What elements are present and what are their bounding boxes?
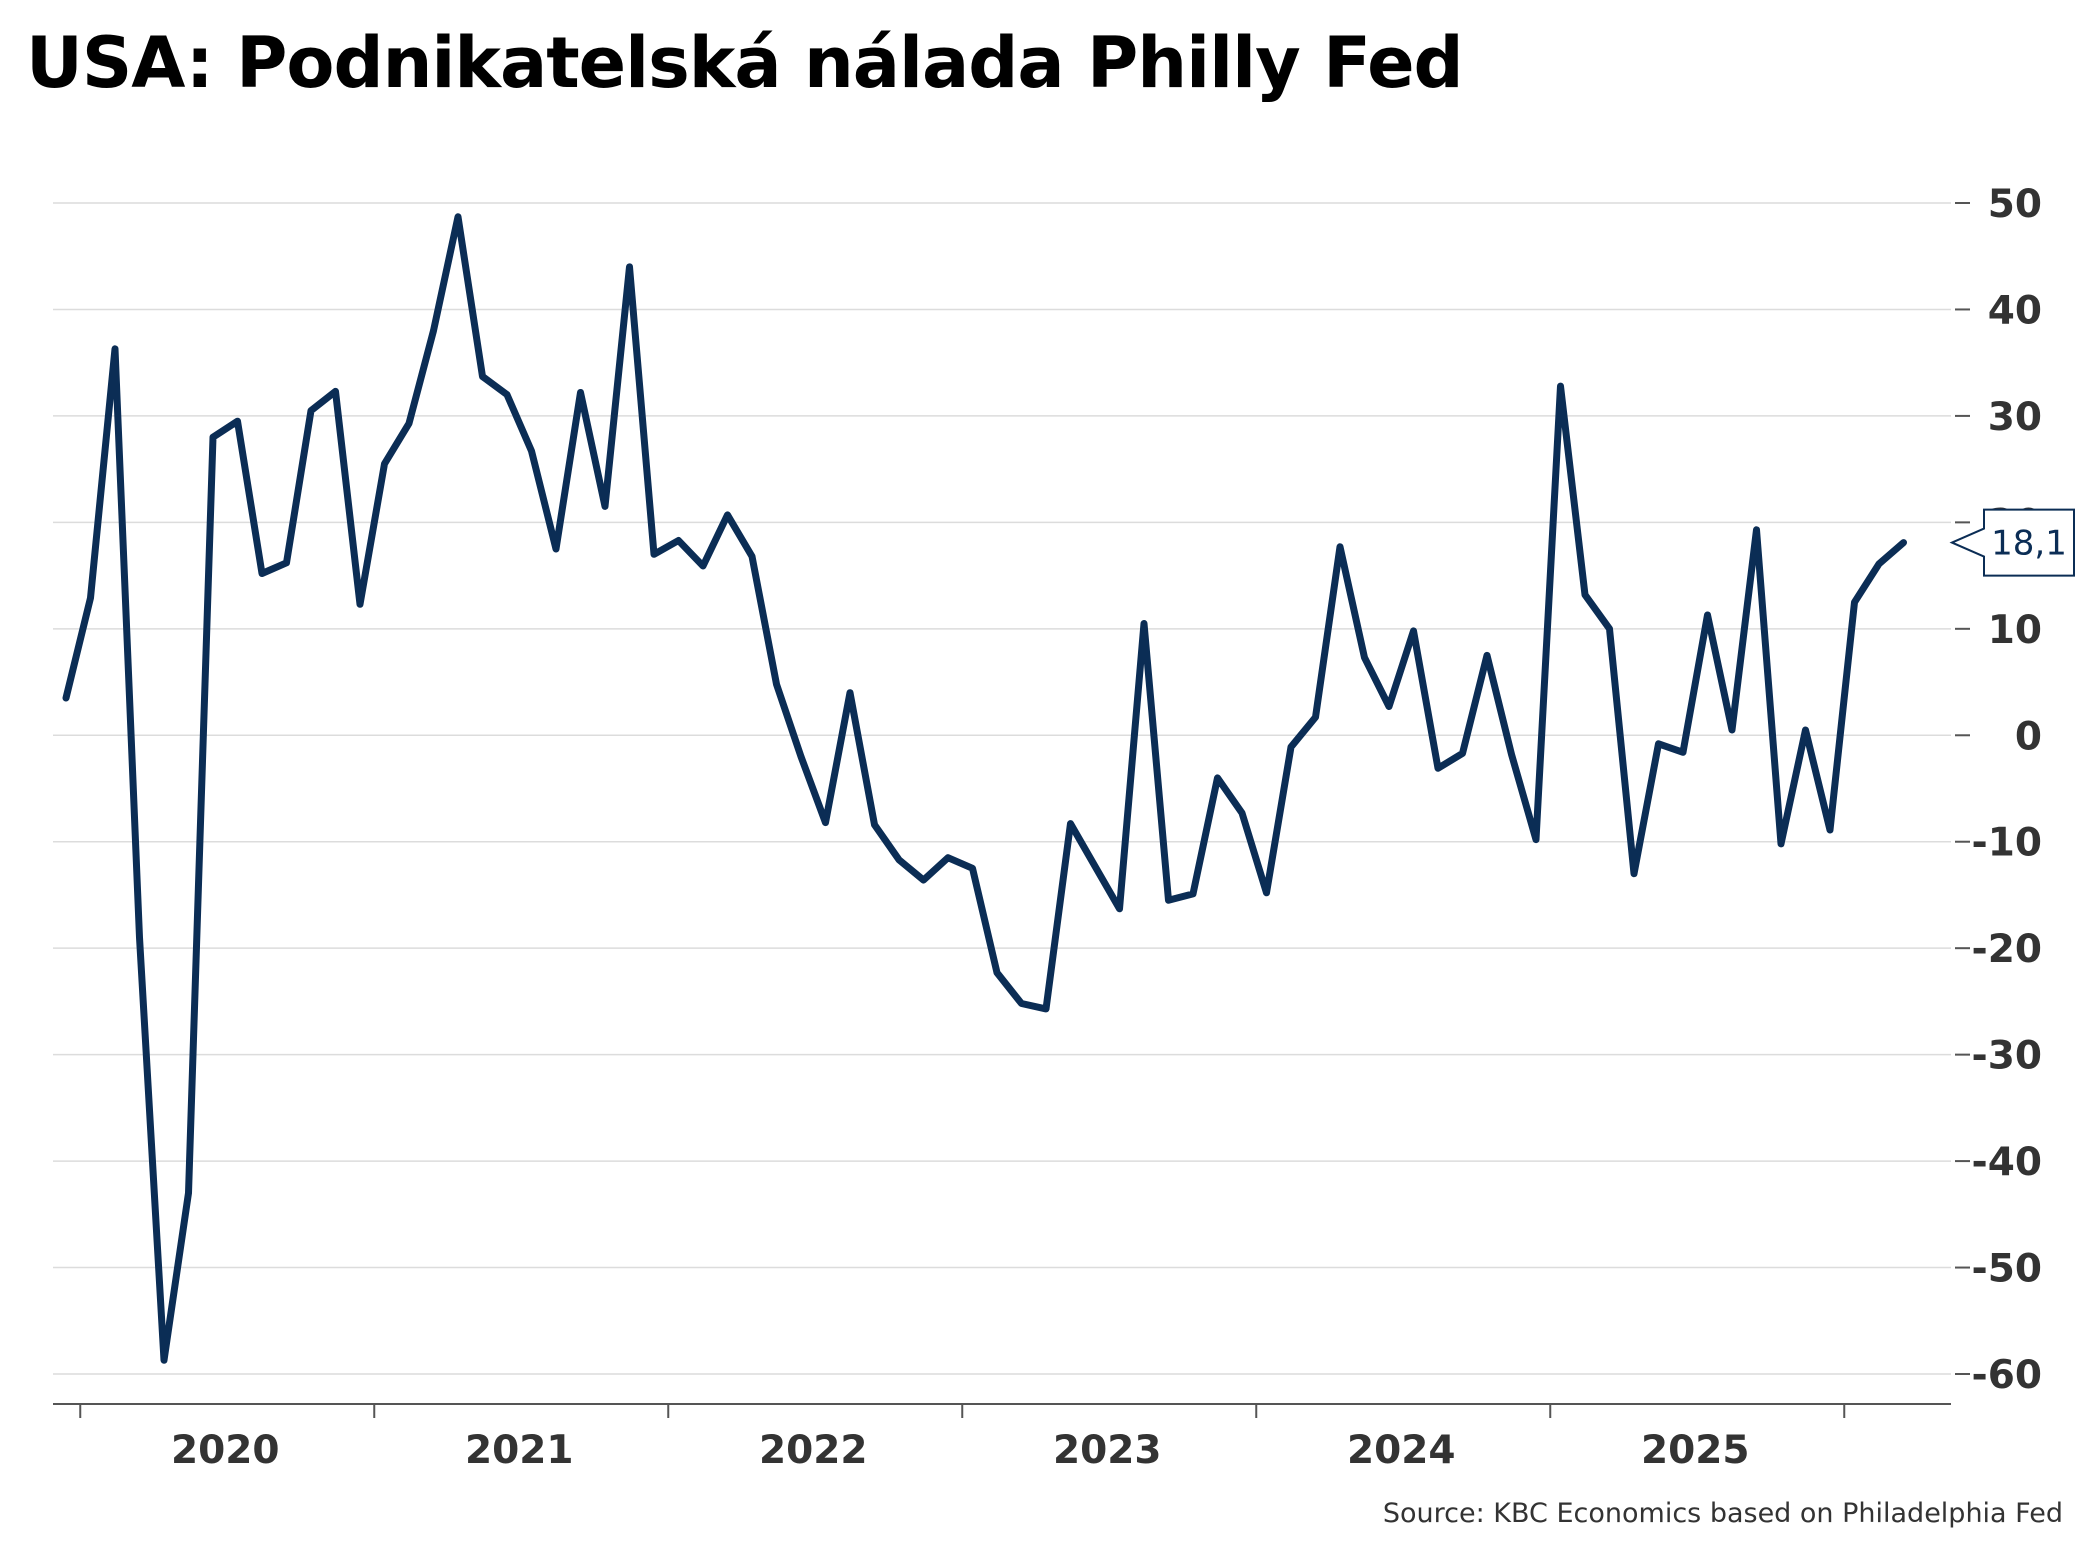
y-tick-label: 50 — [1988, 182, 2042, 227]
y-tick-label: 40 — [1988, 288, 2042, 333]
y-tick-label: 30 — [1988, 395, 2042, 440]
y-axis-labels: 50403020100-10-20-30-40-50-60 — [1972, 182, 2042, 1398]
x-tick-label: 2022 — [759, 1428, 868, 1473]
y-tick-label: -40 — [1972, 1140, 2042, 1185]
x-tick-label: 2021 — [465, 1428, 574, 1473]
callout-box — [1949, 508, 2075, 577]
y-tick-label: -30 — [1972, 1034, 2042, 1079]
y-tick-label: -60 — [1972, 1353, 2042, 1398]
series — [62, 213, 1907, 1364]
y-tick-label: -50 — [1972, 1247, 2042, 1292]
y-tick-label: 0 — [2015, 714, 2042, 759]
source-note: Source: KBC Economics based on Philadelp… — [1382, 1498, 2063, 1529]
series-line — [62, 213, 1907, 1364]
y-tick-label: 10 — [1988, 608, 2042, 653]
x-tick-label: 2023 — [1053, 1428, 1162, 1473]
x-tick-label: 2025 — [1641, 1428, 1750, 1473]
last-value-callout: 18,1 — [1949, 508, 2075, 577]
grid-lines — [53, 202, 1951, 1375]
y-tick-label: -20 — [1972, 927, 2042, 972]
x-axis-labels: 2020 2021 2022 2023 2024 2025 — [171, 1428, 1750, 1473]
chart-title: USA: Podnikatelská nálada Philly Fed — [26, 22, 1464, 104]
x-tick-label: 2020 — [171, 1428, 280, 1473]
callout-value: 18,1 — [1991, 524, 2067, 564]
axes — [53, 202, 1970, 1418]
y-tick-label: -10 — [1972, 821, 2042, 866]
x-tick-label: 2024 — [1347, 1428, 1456, 1473]
